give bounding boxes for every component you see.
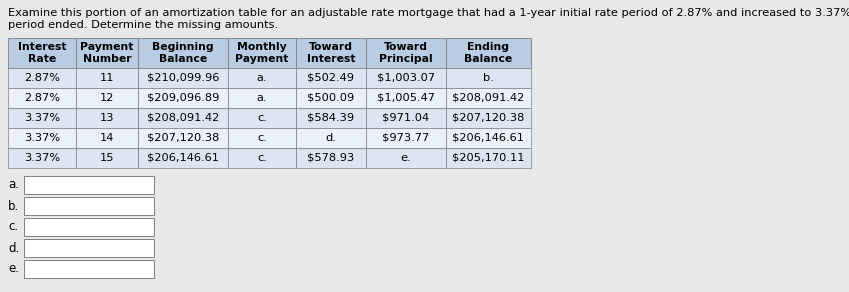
Text: $209,096.89: $209,096.89 xyxy=(147,93,219,103)
Bar xyxy=(24,197,154,215)
Bar xyxy=(24,176,154,194)
Text: 2.87%: 2.87% xyxy=(24,73,60,83)
Text: $500.09: $500.09 xyxy=(307,93,355,103)
Text: $1,005.47: $1,005.47 xyxy=(377,93,435,103)
Bar xyxy=(228,128,296,148)
Text: Monthly
Payment: Monthly Payment xyxy=(235,42,289,64)
Bar xyxy=(228,108,296,128)
Bar xyxy=(446,148,531,168)
Bar xyxy=(296,68,366,88)
Bar xyxy=(446,128,531,148)
Text: $971.04: $971.04 xyxy=(382,113,430,123)
Text: a.: a. xyxy=(8,178,19,192)
Bar xyxy=(8,128,76,148)
Text: 3.37%: 3.37% xyxy=(24,133,60,143)
Bar xyxy=(366,148,446,168)
Bar xyxy=(8,38,76,68)
Text: 15: 15 xyxy=(99,153,115,163)
Bar xyxy=(24,218,154,236)
Bar xyxy=(76,88,138,108)
Text: d.: d. xyxy=(8,241,20,255)
Text: $206,146.61: $206,146.61 xyxy=(453,133,525,143)
Text: a.: a. xyxy=(256,73,267,83)
Bar xyxy=(296,88,366,108)
Bar xyxy=(8,88,76,108)
Text: $502.49: $502.49 xyxy=(307,73,355,83)
Bar xyxy=(366,68,446,88)
Bar xyxy=(446,68,531,88)
Bar xyxy=(296,148,366,168)
Text: e.: e. xyxy=(8,263,19,275)
Text: $207,120.38: $207,120.38 xyxy=(453,113,525,123)
Text: $207,120.38: $207,120.38 xyxy=(147,133,219,143)
Text: Toward
Interest: Toward Interest xyxy=(306,42,355,64)
Bar xyxy=(8,68,76,88)
Text: c.: c. xyxy=(257,113,267,123)
Bar xyxy=(76,68,138,88)
Text: c.: c. xyxy=(8,220,18,234)
Text: 11: 11 xyxy=(99,73,115,83)
Text: $1,003.07: $1,003.07 xyxy=(377,73,435,83)
Text: $973.77: $973.77 xyxy=(382,133,430,143)
Bar xyxy=(228,38,296,68)
Bar xyxy=(296,108,366,128)
Text: 2.87%: 2.87% xyxy=(24,93,60,103)
Bar xyxy=(76,108,138,128)
Bar xyxy=(366,88,446,108)
Bar xyxy=(138,68,228,88)
Bar xyxy=(138,148,228,168)
Bar xyxy=(138,38,228,68)
Text: Toward
Principal: Toward Principal xyxy=(380,42,433,64)
Bar xyxy=(366,128,446,148)
Text: Examine this portion of an amortization table for an adjustable rate mortgage th: Examine this portion of an amortization … xyxy=(8,8,849,18)
Text: 12: 12 xyxy=(100,93,114,103)
Bar xyxy=(138,108,228,128)
Text: $584.39: $584.39 xyxy=(307,113,355,123)
Bar xyxy=(228,68,296,88)
Bar xyxy=(76,148,138,168)
Bar xyxy=(366,108,446,128)
Text: 13: 13 xyxy=(99,113,115,123)
Bar xyxy=(138,88,228,108)
Bar xyxy=(24,260,154,278)
Text: Payment
Number: Payment Number xyxy=(81,42,133,64)
Text: $208,091.42: $208,091.42 xyxy=(453,93,525,103)
Text: Interest
Rate: Interest Rate xyxy=(18,42,66,64)
Text: 3.37%: 3.37% xyxy=(24,113,60,123)
Bar xyxy=(228,88,296,108)
Text: b.: b. xyxy=(483,73,494,83)
Bar xyxy=(228,148,296,168)
Text: 3.37%: 3.37% xyxy=(24,153,60,163)
Bar xyxy=(296,38,366,68)
Text: a.: a. xyxy=(256,93,267,103)
Text: c.: c. xyxy=(257,153,267,163)
Bar xyxy=(296,128,366,148)
Bar xyxy=(446,108,531,128)
Text: Beginning
Balance: Beginning Balance xyxy=(152,42,214,64)
Bar xyxy=(76,38,138,68)
Text: d.: d. xyxy=(325,133,336,143)
Bar xyxy=(446,88,531,108)
Bar xyxy=(76,128,138,148)
Bar xyxy=(366,38,446,68)
Bar xyxy=(8,148,76,168)
Bar xyxy=(446,38,531,68)
Text: 14: 14 xyxy=(100,133,114,143)
Text: c.: c. xyxy=(257,133,267,143)
Text: $578.93: $578.93 xyxy=(307,153,355,163)
Bar xyxy=(8,108,76,128)
Text: $205,170.11: $205,170.11 xyxy=(453,153,525,163)
Bar xyxy=(138,128,228,148)
Text: period ended. Determine the missing amounts.: period ended. Determine the missing amou… xyxy=(8,20,278,30)
Text: b.: b. xyxy=(8,199,20,213)
Text: $208,091.42: $208,091.42 xyxy=(147,113,219,123)
Text: e.: e. xyxy=(401,153,411,163)
Text: Ending
Balance: Ending Balance xyxy=(464,42,513,64)
Text: $210,099.96: $210,099.96 xyxy=(147,73,219,83)
Bar xyxy=(24,239,154,257)
Text: $206,146.61: $206,146.61 xyxy=(147,153,219,163)
